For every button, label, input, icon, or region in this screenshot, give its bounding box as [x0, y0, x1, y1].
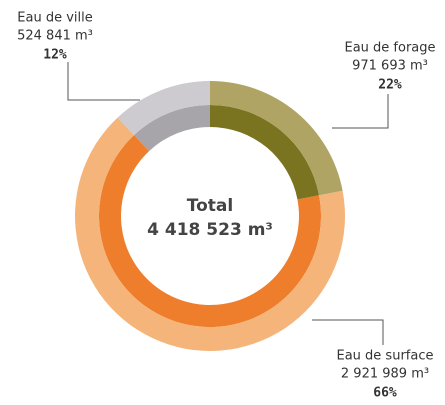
leader-line — [312, 319, 384, 345]
category-label: Eau de ville — [17, 11, 92, 26]
category-label: Eau de forage — [344, 41, 435, 56]
total-title: Total — [187, 196, 233, 216]
category-label: Eau de surface — [337, 349, 434, 364]
inner-segment — [134, 105, 210, 152]
outer-segment — [74, 117, 346, 351]
outer-segment — [117, 81, 210, 136]
leader-line — [332, 94, 389, 129]
percent-label: 22% — [378, 78, 402, 93]
outer-segment — [210, 81, 343, 196]
percent-label: 12% — [43, 48, 67, 63]
leader-line — [67, 62, 140, 101]
volume-label: 2 921 989 m³ — [341, 367, 429, 382]
inner-segment — [210, 105, 320, 200]
percent-label: 66% — [373, 386, 397, 401]
volume-label: 524 841 m³ — [17, 29, 93, 44]
total-value: 4 418 523 m³ — [147, 220, 273, 240]
volume-label: 971 693 m³ — [352, 59, 428, 74]
inner-segment — [98, 135, 321, 328]
